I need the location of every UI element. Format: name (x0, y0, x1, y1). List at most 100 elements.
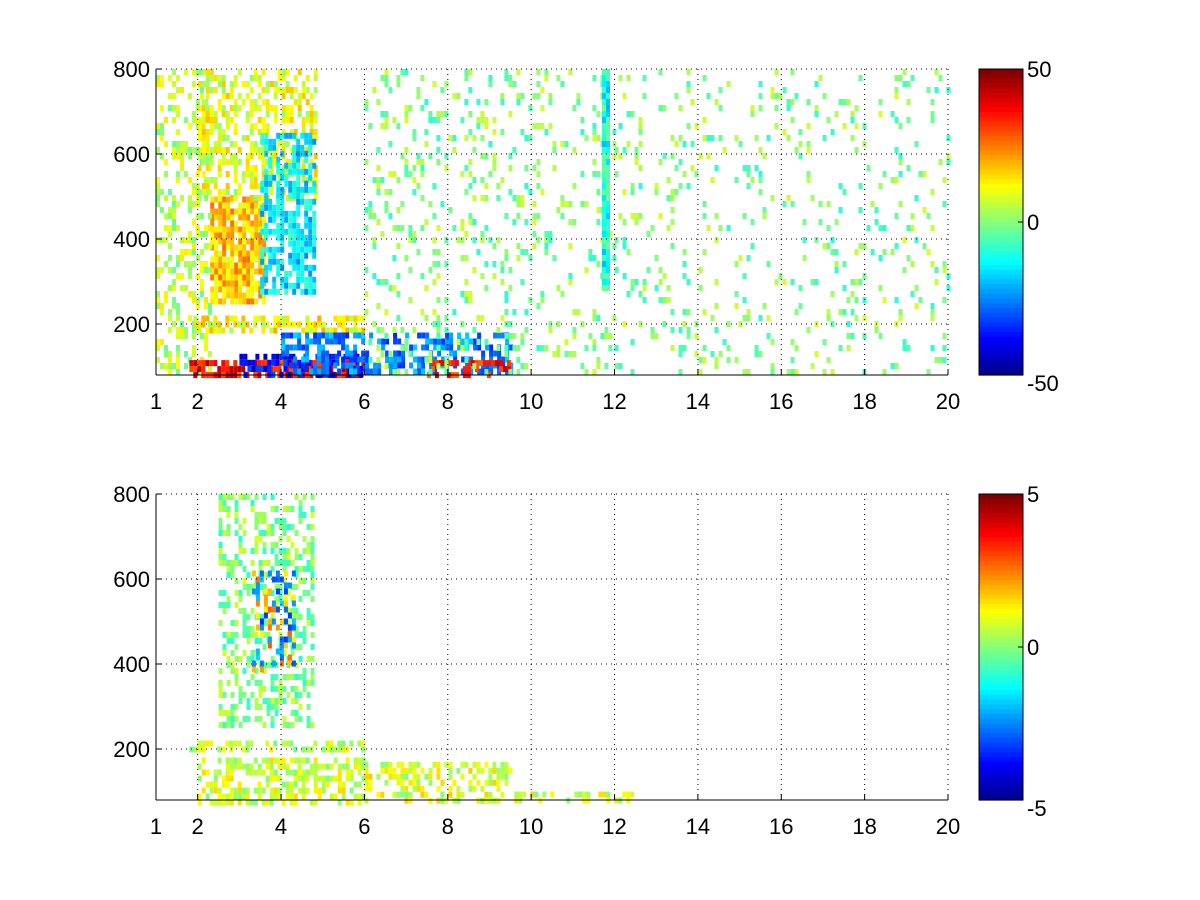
heatmap-cell (544, 75, 549, 81)
heatmap-cell (192, 261, 196, 267)
heatmap-cell (292, 180, 297, 187)
heatmap-cell (686, 183, 691, 189)
heatmap-cell (634, 279, 639, 285)
heatmap-cell (810, 363, 815, 369)
heatmap-cell (214, 274, 219, 281)
heatmap-cell (222, 554, 227, 560)
colorbar-swatch (979, 541, 1023, 548)
heatmap-cell (218, 506, 223, 512)
heatmap-cell (564, 339, 569, 345)
heatmap-cell (294, 614, 299, 620)
heatmap-cell (430, 360, 435, 367)
heatmap-cell (313, 769, 318, 776)
colorbar-swatch (979, 709, 1023, 715)
heatmap-cell (269, 189, 274, 195)
heatmap-cell (262, 214, 267, 221)
heatmap-cell (310, 524, 315, 530)
heatmap-cell (285, 332, 290, 339)
heatmap-cell (230, 280, 235, 287)
heatmap-cell (488, 779, 493, 786)
heatmap-cell (428, 351, 433, 357)
heatmap-cell (210, 208, 215, 215)
heatmap-cell (265, 111, 270, 117)
heatmap-cell (540, 105, 545, 111)
heatmap-cell (321, 344, 326, 351)
heatmap-cell (217, 123, 222, 129)
heatmap-cell (516, 93, 521, 99)
heatmap-cell (218, 518, 223, 524)
heatmap-cell (272, 276, 277, 283)
heatmap-cell (230, 274, 235, 281)
heatmap-cell (192, 249, 196, 255)
x-tick-label: 4 (275, 389, 287, 414)
heatmap-cell (301, 775, 306, 782)
heatmap-cell (226, 280, 231, 287)
heatmap-cell (846, 99, 851, 105)
heatmap-cell (469, 338, 474, 345)
heatmap-cell (674, 141, 679, 147)
heatmap-cell (448, 767, 453, 774)
heatmap-cell (481, 368, 486, 375)
heatmap-cell (444, 761, 449, 768)
heatmap-cell (265, 763, 270, 770)
heatmap-cell (313, 757, 318, 764)
heatmap-cell (168, 243, 172, 249)
heatmap-cell (592, 255, 597, 261)
heatmap-cell (192, 237, 196, 243)
heatmap-cell (602, 75, 606, 81)
heatmap-cell (822, 369, 827, 375)
heatmap-cell (524, 249, 529, 255)
heatmap-cell (790, 117, 795, 123)
heatmap-cell (237, 757, 242, 764)
heatmap-cell (176, 225, 180, 231)
heatmap-cell (552, 165, 557, 171)
heatmap-cell (289, 147, 294, 153)
heatmap-cell (301, 165, 306, 171)
colorbar-swatch (979, 265, 1023, 271)
heatmap-cell (834, 261, 839, 267)
heatmap-cell (658, 267, 663, 273)
colorbar-swatch (979, 771, 1023, 777)
colorbar-swatch (979, 183, 1023, 190)
heatmap-cell (544, 69, 549, 75)
heatmap-cell (168, 369, 172, 375)
heatmap-cell (460, 219, 465, 225)
heatmap-cell (285, 105, 290, 111)
heatmap-cell (690, 165, 695, 171)
heatmap-cell (376, 219, 381, 225)
heatmap-cell (686, 333, 691, 339)
heatmap-cell (258, 536, 263, 542)
heatmap-cell (209, 87, 214, 93)
heatmap-cell (283, 636, 288, 643)
heatmap-cell (540, 297, 545, 303)
heatmap-cell (484, 195, 489, 201)
heatmap-cell (264, 276, 269, 283)
heatmap-cell (278, 584, 283, 590)
heatmap-cell (333, 793, 338, 800)
colorbar-tick-label: -5 (1027, 796, 1047, 821)
heatmap-cell (214, 238, 219, 245)
heatmap-cell (296, 174, 301, 181)
heatmap-cell (622, 321, 627, 327)
heatmap-cell (858, 75, 863, 81)
heatmap-cell (786, 135, 791, 141)
heatmap-cell (300, 258, 305, 265)
heatmap-cell (258, 638, 263, 644)
heatmap-cell (296, 168, 301, 175)
heatmap-cell (474, 366, 479, 373)
heatmap-cell (226, 662, 231, 668)
heatmap-cell (580, 321, 585, 327)
heatmap-cell (596, 357, 601, 363)
heatmap-cell (196, 99, 200, 105)
heatmap-cell (396, 315, 401, 321)
heatmap-cell (226, 560, 231, 566)
heatmap-cell (606, 171, 610, 177)
colorbar-swatch (979, 159, 1023, 166)
heatmap-cell (204, 261, 208, 267)
heatmap-cell (234, 250, 239, 257)
heatmap-cell (309, 763, 314, 770)
heatmap-cell (678, 327, 683, 333)
heatmap-cell (420, 75, 425, 81)
heatmap-cell (313, 117, 318, 123)
heatmap-cell (874, 327, 879, 333)
